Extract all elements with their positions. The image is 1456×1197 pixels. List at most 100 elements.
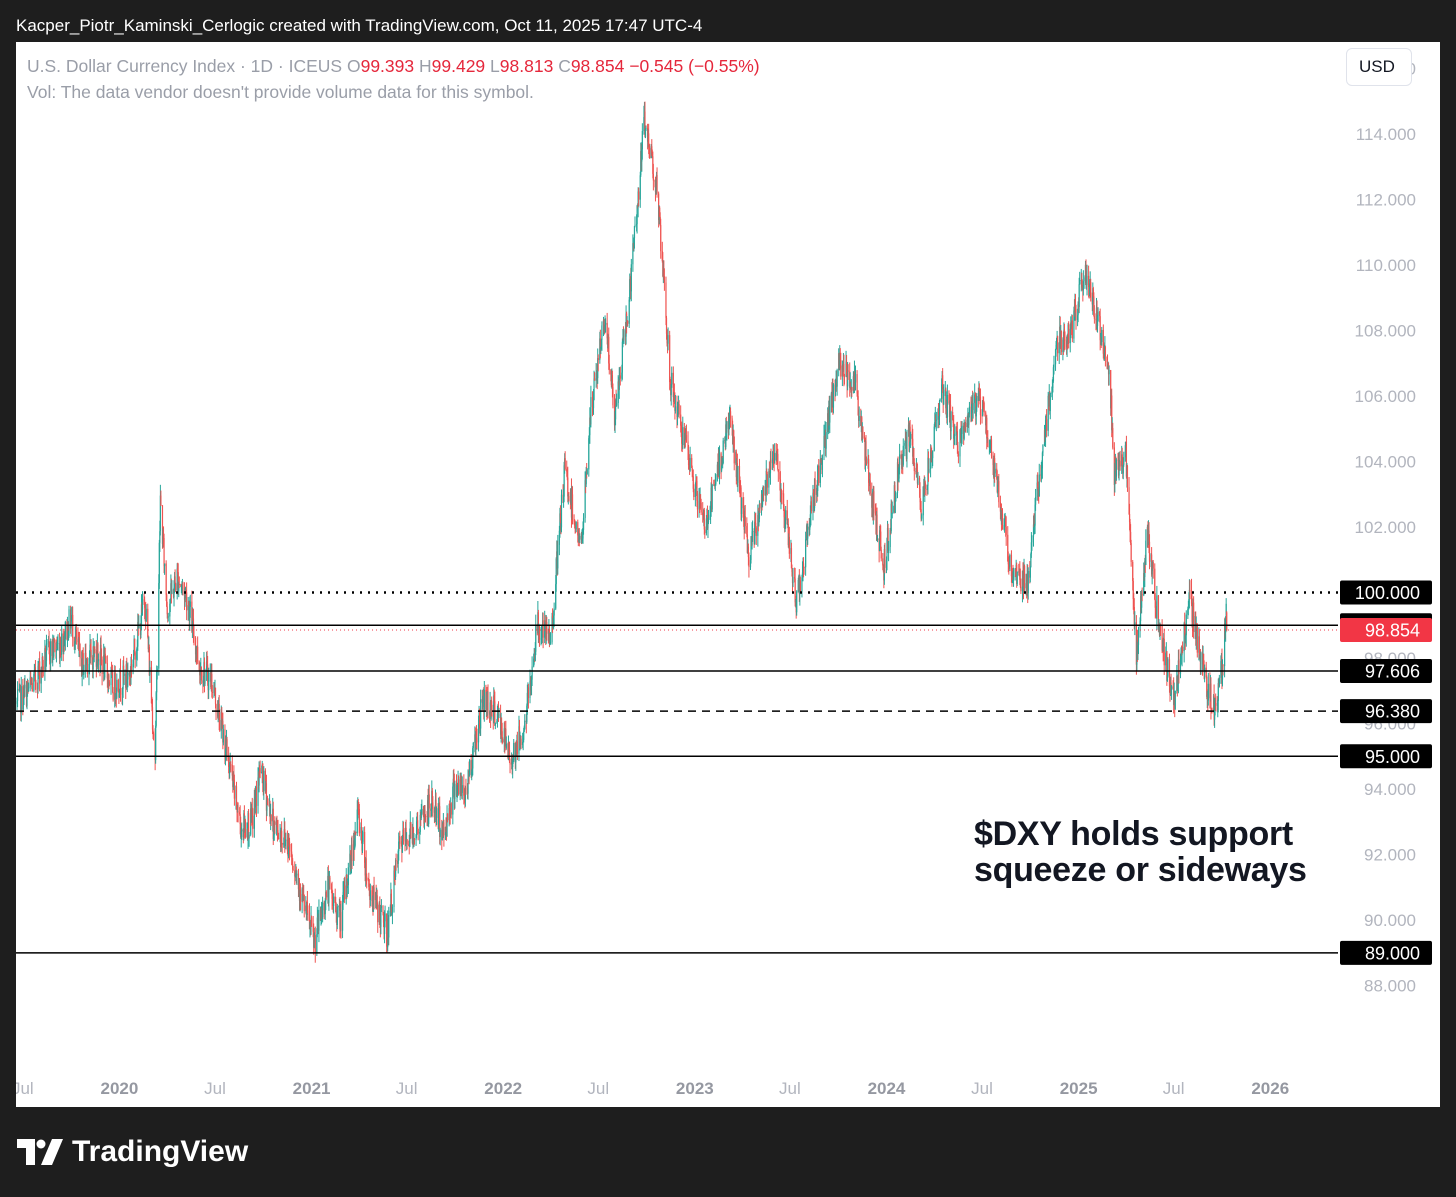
candle-body <box>749 559 752 568</box>
candle-body <box>566 469 568 472</box>
candle-body <box>939 398 941 402</box>
candle-body <box>501 731 503 740</box>
candle-body <box>641 149 643 162</box>
candle-body <box>956 426 958 432</box>
candle-body <box>269 804 271 824</box>
candle-body <box>1032 524 1035 537</box>
candle-body <box>1049 392 1051 412</box>
candle-body <box>1132 581 1134 600</box>
candle-body <box>663 269 665 277</box>
candle-body <box>92 646 94 670</box>
candle-body <box>398 841 400 852</box>
candle-body <box>856 374 858 394</box>
candle-body <box>1191 603 1193 622</box>
candle-body <box>981 400 984 416</box>
candle-body <box>410 822 412 828</box>
candle-body <box>380 908 382 927</box>
candle-body <box>117 679 119 692</box>
candle-body <box>294 870 296 877</box>
candle-body <box>879 530 881 532</box>
candle-body <box>595 372 597 381</box>
price-tick-label: 90.000 <box>1364 911 1416 930</box>
candle-body <box>309 922 311 930</box>
candle-body <box>661 251 663 261</box>
candle-body <box>413 839 415 846</box>
candle-body <box>829 406 831 423</box>
candle-body <box>638 191 640 200</box>
candle-body <box>335 902 337 913</box>
candle-body <box>461 785 463 793</box>
price-tick-label: 110.000 <box>1356 256 1416 275</box>
candle-body <box>261 771 263 773</box>
candle-body <box>229 767 231 774</box>
candle-body <box>460 776 462 786</box>
candle-body <box>487 691 489 712</box>
candle-body <box>518 726 521 747</box>
candle-body <box>46 643 48 645</box>
candle-body <box>685 435 688 442</box>
candle-body <box>472 742 474 748</box>
candle-body <box>1214 708 1216 720</box>
candle-body <box>144 600 146 608</box>
candle-body <box>189 606 191 621</box>
candle-body <box>163 538 165 567</box>
candle-body <box>1204 667 1206 673</box>
candle-body <box>232 773 234 788</box>
candle-body <box>1134 622 1136 625</box>
chart-annotation: $DXY holds support squeeze or sideways <box>974 816 1307 888</box>
candle-body <box>696 500 699 510</box>
candle-body <box>916 470 919 484</box>
candle-body <box>621 341 623 373</box>
candle-body <box>1190 590 1193 604</box>
candle-body <box>604 322 607 325</box>
candle-body <box>574 525 576 527</box>
currency-button[interactable]: USD <box>1346 48 1412 86</box>
candle-body <box>832 384 835 408</box>
candle-body <box>1014 568 1016 577</box>
candle-body <box>71 618 73 620</box>
chart-panel[interactable]: 88.00090.00092.00094.00096.00098.000100.… <box>16 42 1440 1107</box>
candle-body <box>1178 660 1180 675</box>
candle-body <box>989 441 992 446</box>
candle-body <box>639 175 641 200</box>
candle-body <box>324 901 326 915</box>
candle-body <box>27 682 29 689</box>
candle-body <box>354 845 356 850</box>
candle-body <box>803 567 805 569</box>
candle-body <box>1184 623 1186 633</box>
level-label-bg <box>1340 658 1432 683</box>
candle-body <box>1148 541 1151 562</box>
symbol-label: U.S. Dollar Currency Index · 1D · ICEUS <box>27 56 343 76</box>
candle-body <box>368 886 370 889</box>
level-label: 97.606 <box>1365 661 1420 681</box>
candle-body <box>952 420 954 424</box>
candle-body <box>1054 349 1057 365</box>
candle-body <box>266 798 269 800</box>
candle-body <box>582 517 585 530</box>
candle-body <box>240 831 242 838</box>
candle-body <box>691 467 693 471</box>
candle-body <box>812 492 814 511</box>
candle-body <box>1036 482 1038 497</box>
candle-body <box>1156 595 1158 619</box>
candle-body <box>531 666 533 680</box>
candle-body <box>432 802 434 810</box>
candle-body <box>1001 513 1004 530</box>
candle-body <box>688 465 690 469</box>
candle-body <box>23 686 25 705</box>
price-chart[interactable]: 88.00090.00092.00094.00096.00098.000100.… <box>16 42 1440 1107</box>
candle-body <box>369 890 371 900</box>
candle-body <box>779 472 781 480</box>
candle-body <box>999 502 1002 512</box>
candle-body <box>419 832 421 834</box>
candle-body <box>783 508 785 518</box>
annotation-line-1: $DXY holds support <box>974 815 1293 853</box>
candle-body <box>177 568 179 573</box>
candle-body <box>371 890 373 901</box>
low-label: L <box>490 56 500 76</box>
candle-body <box>185 591 187 593</box>
candle-body <box>869 480 871 494</box>
candle-body <box>519 739 521 747</box>
candle-body <box>512 760 514 762</box>
candle-body <box>890 503 892 532</box>
